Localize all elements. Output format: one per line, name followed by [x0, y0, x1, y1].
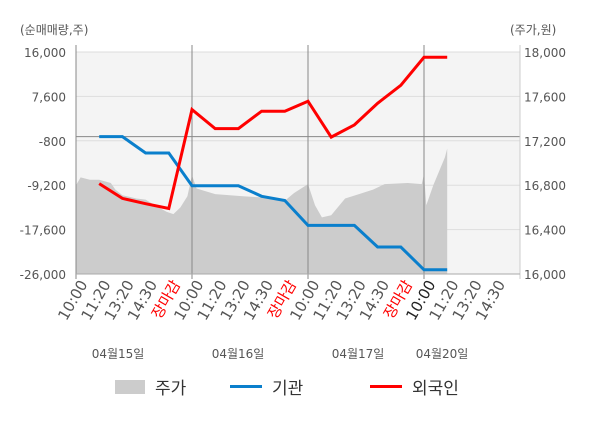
- price-area: [76, 148, 448, 274]
- right-axis-title: (주가,원): [510, 23, 556, 37]
- right-tick-label: 16,800: [524, 179, 566, 193]
- left-tick-label: -9,200: [27, 179, 66, 193]
- right-tick-label: 16,000: [524, 268, 566, 282]
- left-tick-label: -800: [39, 135, 66, 149]
- date-label: 04월17일: [332, 347, 385, 361]
- legend-institution: 기관: [230, 374, 303, 399]
- series-line-institution: [99, 135, 448, 272]
- right-tick-label: 18,000: [524, 46, 566, 60]
- right-tick-label: 17,600: [524, 90, 566, 104]
- legend-swatch-foreign: [370, 385, 402, 388]
- legend-label: 주가: [155, 379, 187, 399]
- left-tick-label: -26,000: [20, 268, 66, 282]
- right-tick-label: 17,200: [524, 135, 566, 149]
- legend-foreign: 외국인: [370, 374, 459, 399]
- legend-label: 기관: [272, 379, 304, 399]
- left-tick-label: -17,600: [20, 224, 66, 238]
- date-label: 04월20일: [416, 347, 469, 361]
- right-tick-label: 16,400: [524, 224, 566, 238]
- left-tick-label: 7,600: [32, 90, 66, 104]
- legend-label: 외국인: [412, 379, 459, 399]
- legend-price: 주가: [115, 374, 186, 399]
- left-axis-title: (순매매량,주): [20, 23, 88, 37]
- left-tick-label: 16,000: [24, 46, 66, 60]
- series-line-foreign: [98, 55, 448, 211]
- date-label: 04월15일: [92, 347, 145, 361]
- legend-swatch-institution: [230, 385, 262, 388]
- date-label: 04월16일: [212, 347, 265, 361]
- legend-swatch-price: [115, 379, 145, 394]
